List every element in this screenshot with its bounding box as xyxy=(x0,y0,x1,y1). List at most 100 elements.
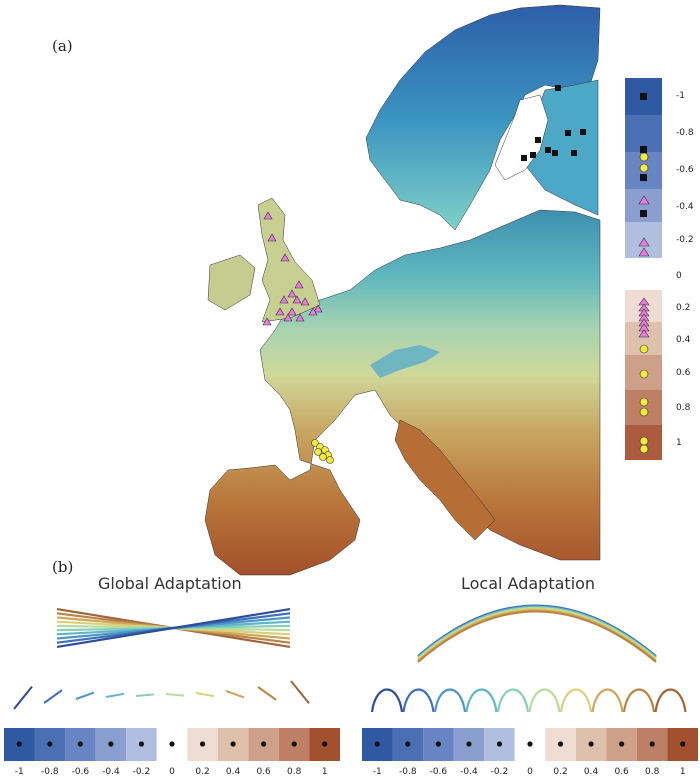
square-marker xyxy=(640,93,647,100)
scale-dot xyxy=(405,741,411,747)
scale-tick-label: 0.6 xyxy=(256,767,271,777)
circle-marker xyxy=(639,344,649,354)
triangle-marker xyxy=(294,280,304,289)
local-loops xyxy=(370,688,687,713)
global-adaptation-title: Global Adaptation xyxy=(98,574,242,593)
square-marker xyxy=(580,129,586,135)
scale-dot xyxy=(527,741,533,747)
scale-tick-label: 0 xyxy=(169,767,175,777)
circle-marker xyxy=(639,397,649,407)
triangle-marker xyxy=(275,307,285,316)
global-segment xyxy=(43,689,63,704)
square-marker xyxy=(565,130,571,136)
local-adaptation-arcs xyxy=(417,604,657,663)
scale-tick-label: -0.8 xyxy=(399,767,417,777)
global-segment xyxy=(225,690,245,699)
local-loop xyxy=(622,688,656,713)
triangle-marker xyxy=(638,237,650,247)
scale-dot xyxy=(435,741,441,747)
square-marker xyxy=(640,174,647,181)
global-adaptation-lines xyxy=(56,608,291,648)
scale-dot xyxy=(649,741,655,747)
circle-marker xyxy=(311,439,319,447)
global-segment xyxy=(195,692,215,698)
scale-dot xyxy=(138,741,145,747)
triangle-marker xyxy=(308,307,318,316)
triangle-marker xyxy=(283,313,293,322)
circle-marker xyxy=(326,456,334,464)
local-loop xyxy=(528,688,561,713)
scale-tick-label: -0.4 xyxy=(460,767,478,777)
triangle-marker xyxy=(292,295,302,304)
triangle-marker xyxy=(267,233,277,242)
triangle-marker xyxy=(638,329,650,338)
circle-marker xyxy=(314,448,322,456)
europe-map xyxy=(204,4,601,576)
scale-tick-label: 0.2 xyxy=(195,767,209,777)
scale-tick-label: 0.8 xyxy=(645,767,660,777)
triangle-marker xyxy=(280,253,290,262)
panel-a-label: (a) xyxy=(52,37,73,55)
local-loop xyxy=(591,688,624,713)
ireland xyxy=(207,254,256,311)
scale-dot xyxy=(291,741,297,747)
square-marker xyxy=(530,152,536,158)
scandinavia-landmass xyxy=(365,4,601,231)
scale-dot xyxy=(466,741,472,747)
scale-tick-label: -1 xyxy=(15,767,24,777)
scale-dot xyxy=(680,741,686,747)
square-marker xyxy=(640,210,647,217)
circle-marker xyxy=(639,436,649,446)
triangle-marker xyxy=(287,289,297,298)
global-segment xyxy=(135,693,155,697)
triangle-marker xyxy=(263,211,273,220)
scale-dot xyxy=(322,741,328,747)
circle-marker xyxy=(639,444,649,454)
local-loop xyxy=(370,688,404,713)
legend-tick-label: -0.6 xyxy=(676,165,694,175)
square-marker xyxy=(555,85,561,91)
alps-region xyxy=(370,345,440,378)
triangle-marker xyxy=(287,307,297,316)
scale-dot xyxy=(199,741,206,747)
square-marker xyxy=(535,137,541,143)
circle-marker xyxy=(639,163,649,173)
scale-tick-label: 0.2 xyxy=(553,767,567,777)
scale-dot xyxy=(108,741,114,747)
circle-marker xyxy=(639,369,649,379)
triangle-marker xyxy=(279,295,289,304)
legend-swatch xyxy=(625,189,662,222)
global-segment xyxy=(105,692,125,698)
global-segment xyxy=(75,691,95,700)
scale-dot xyxy=(496,741,503,747)
legend-tick-label: 1 xyxy=(676,438,682,448)
scale-tick-label: 1 xyxy=(322,767,328,777)
scale-tick-label: -1 xyxy=(373,767,382,777)
map-markers xyxy=(262,85,586,464)
scale-tick-label: -0.6 xyxy=(72,767,90,777)
baltic-sea xyxy=(494,94,549,181)
legend-tick-label: -0.8 xyxy=(676,128,694,138)
square-marker xyxy=(571,150,577,156)
triangle-marker xyxy=(262,317,272,326)
scale-dot xyxy=(619,741,625,747)
scale-dot xyxy=(47,741,53,747)
great-britain xyxy=(257,197,321,323)
scale-tick-label: -0.6 xyxy=(430,767,448,777)
scale-tick-label: -0.8 xyxy=(41,767,59,777)
local-loop xyxy=(465,688,498,713)
local-loop xyxy=(559,688,593,713)
scale-dot xyxy=(588,741,594,747)
triangle-marker xyxy=(300,297,310,306)
legend-tick-label: 0.8 xyxy=(676,403,691,413)
local-arc xyxy=(417,610,657,663)
triangle-marker xyxy=(638,195,650,205)
local-color-scale: -1 -0.8 -0.6 -0.4 -0.2 0 0.2 0.4 0.6 0.8 1 xyxy=(362,728,698,777)
local-loop xyxy=(402,688,435,713)
global-line xyxy=(56,608,291,648)
circle-marker xyxy=(639,407,649,417)
legend-tick-label: 0.4 xyxy=(676,335,691,345)
scale-tick-label: 0.4 xyxy=(226,767,241,777)
square-marker xyxy=(545,147,551,153)
